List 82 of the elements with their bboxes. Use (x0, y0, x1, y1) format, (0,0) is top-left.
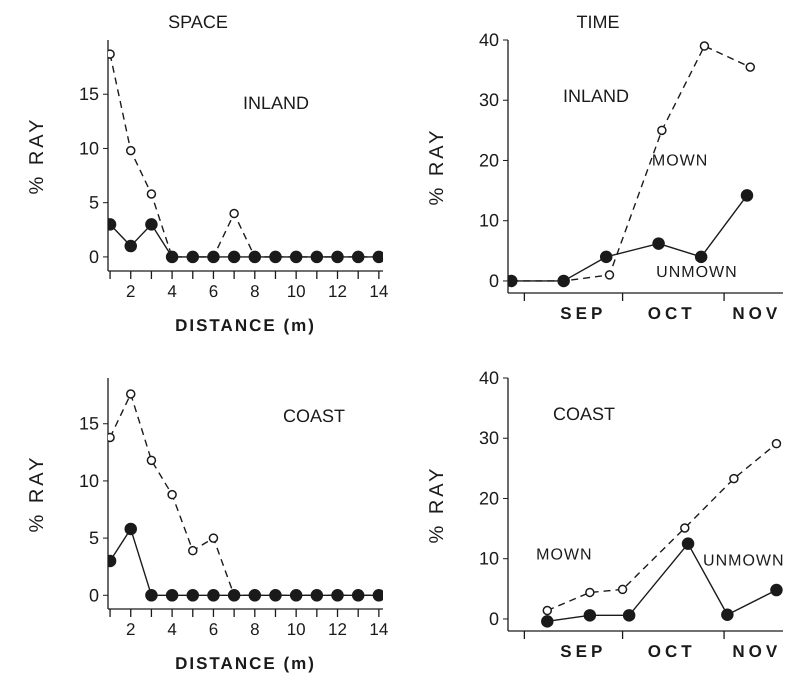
x-tick-label: 6 (208, 282, 218, 301)
y-tick-label: 0 (88, 585, 99, 606)
point (694, 250, 708, 264)
y-axis-title: % RAY (426, 128, 448, 206)
point (729, 474, 739, 484)
point (604, 270, 614, 280)
y-tick-label: 30 (478, 90, 499, 110)
point (622, 609, 636, 622)
y-tick-label: 0 (488, 608, 499, 629)
x-tick-label: 10 (286, 282, 306, 301)
point (618, 584, 628, 594)
y-tick-label: 15 (78, 414, 99, 434)
x-tick-label: 8 (250, 620, 260, 639)
point (652, 237, 665, 250)
point (541, 615, 554, 628)
point (600, 250, 612, 264)
x-tick-label: NOV (732, 304, 782, 323)
x-tick-label: 4 (167, 620, 177, 639)
annotation: COAST (553, 404, 616, 425)
annotation: INLAND (243, 93, 310, 114)
series-label: MOWN (536, 546, 593, 564)
point (585, 588, 595, 598)
point (770, 584, 783, 596)
y-tick-label: 10 (78, 138, 99, 158)
y-tick-label: 0 (88, 246, 99, 267)
y-tick-label: 20 (478, 150, 499, 170)
x-tick-label: 4 (167, 282, 177, 301)
x-axis-title: DISTANCE (m) (175, 316, 316, 335)
y-axis-title: % RAY (426, 466, 448, 544)
y-tick-label: 30 (478, 428, 499, 448)
y-tick-label: 0 (488, 270, 499, 291)
point (124, 522, 137, 536)
x-tick-label: OCT (648, 642, 696, 661)
point (186, 589, 200, 602)
chart-title: SPACE (167, 12, 229, 33)
y-tick-label: 40 (478, 30, 499, 50)
chart-title: TIME (576, 12, 620, 32)
point (207, 589, 220, 602)
x-tick-label: 14 (369, 620, 388, 639)
x-tick-label: SEP (560, 642, 606, 661)
x-tick-label: 8 (250, 282, 260, 301)
y-tick-label: 10 (478, 548, 499, 569)
series-label: UNMOWN (656, 264, 738, 281)
x-tick-label: 2 (126, 282, 136, 301)
annotation: COAST (283, 406, 346, 427)
y-tick-label: 20 (478, 488, 499, 508)
x-axis-title: DISTANCE (m) (175, 654, 316, 673)
y-tick-label: 5 (88, 192, 99, 213)
x-tick-label: NOV (732, 642, 782, 661)
y-tick-label: 10 (78, 470, 99, 491)
x-tick-label: 12 (328, 282, 347, 301)
point (584, 609, 596, 622)
x-tick-label: OCT (648, 304, 696, 323)
x-tick-label: 14 (369, 282, 388, 301)
point (721, 608, 734, 621)
y-axis-title: % RAY (26, 454, 48, 532)
x-tick-label: 12 (328, 620, 347, 639)
series-label: UNMOWN (703, 552, 785, 570)
point (740, 189, 754, 202)
point (228, 250, 240, 264)
x-tick-label: 6 (208, 620, 218, 639)
y-axis-title: % RAY (26, 116, 48, 194)
x-tick-label: SEP (560, 304, 606, 323)
y-tick-label: 40 (478, 368, 499, 388)
point (700, 41, 710, 51)
point (680, 523, 690, 533)
point (145, 589, 158, 602)
point (682, 537, 694, 550)
point (124, 240, 137, 252)
point (657, 126, 667, 136)
point (542, 606, 552, 616)
point (746, 62, 756, 72)
x-tick-label: 10 (286, 620, 306, 639)
y-tick-label: 5 (88, 528, 99, 548)
point (166, 589, 178, 602)
point (772, 438, 782, 448)
point (145, 218, 158, 231)
y-tick-label: 15 (78, 84, 99, 104)
x-tick-label: 2 (126, 620, 136, 639)
y-tick-label: 10 (478, 210, 499, 231)
series-label: MOWN (652, 152, 708, 170)
annotation: INLAND (563, 86, 630, 107)
